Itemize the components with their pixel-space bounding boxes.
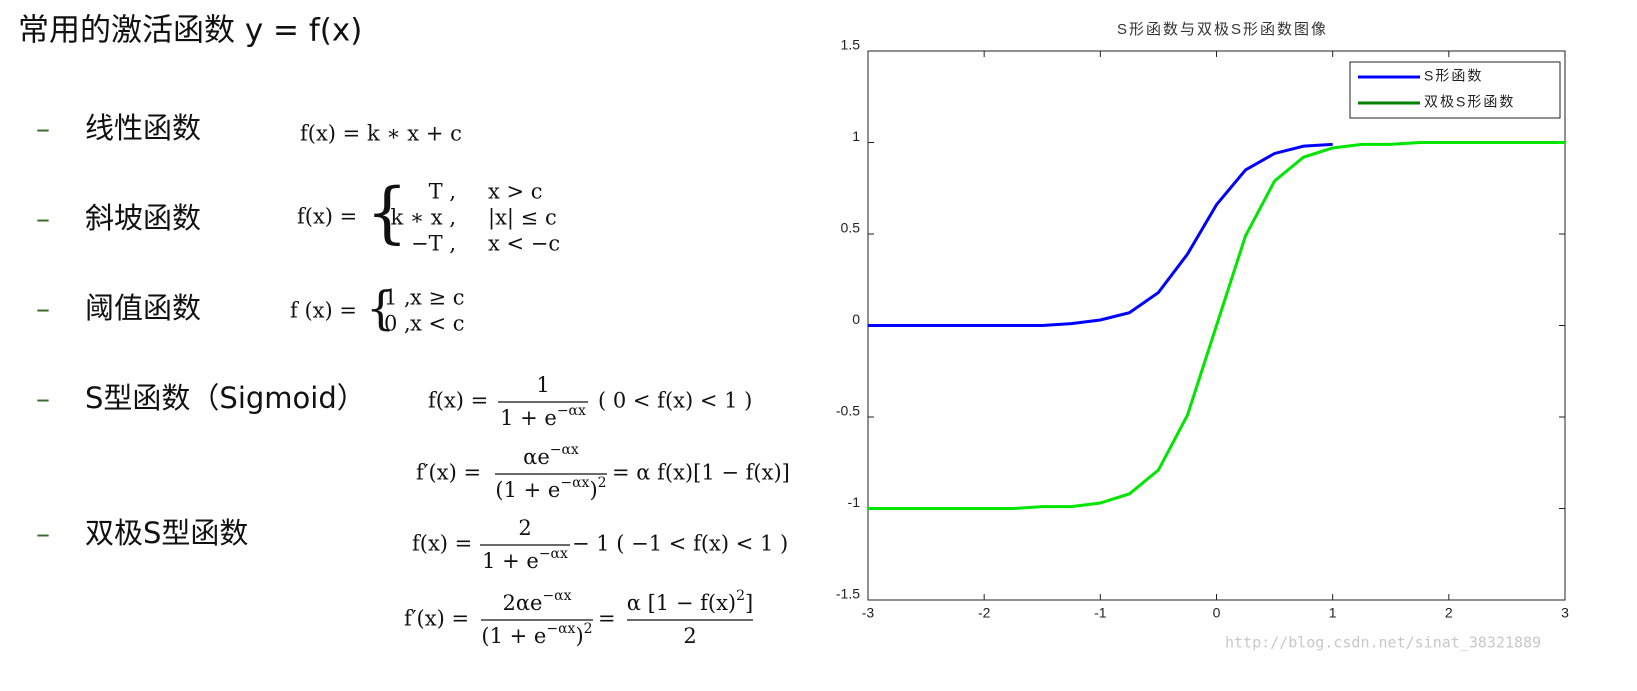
brace: { xyxy=(366,281,395,335)
formula-lhs: f(x) = xyxy=(412,532,472,556)
case-condition: x < −c xyxy=(488,232,560,256)
x-tick-label: -1 xyxy=(1094,605,1107,621)
y-tick-label: 0 xyxy=(852,311,860,327)
superscript: −αx xyxy=(542,588,571,604)
y-tick-label: -0.5 xyxy=(836,403,860,419)
function-name: 双极S型函数 xyxy=(85,516,248,550)
legend-box xyxy=(1349,61,1561,119)
numerator: 2αe−αx xyxy=(502,588,571,615)
formula-rhs: − 1 ( −1 < f(x) < 1 ) xyxy=(572,532,788,556)
math-segment: 1 xyxy=(536,373,549,397)
bullet: – xyxy=(36,292,50,325)
case-value: k ∗ x , xyxy=(390,206,456,230)
y-tick-label: 1 xyxy=(852,128,860,144)
legend-label: 双极S形函数 xyxy=(1424,94,1515,110)
math-segment: (1 + e xyxy=(495,478,560,502)
x-tick-label: 3 xyxy=(1561,605,1569,621)
superscript: −αx xyxy=(550,442,579,458)
superscript: −αx xyxy=(539,546,568,562)
case-condition: x > c xyxy=(488,180,543,204)
math-segment: 1 + e xyxy=(500,406,557,430)
y-tick-label: -1 xyxy=(848,494,861,510)
math-segment: 2 xyxy=(518,516,531,540)
x-tick-label: 2 xyxy=(1445,605,1453,621)
math-segment: ] xyxy=(745,591,753,615)
numerator: 2 xyxy=(518,516,531,540)
formula-lhs: f (x) = xyxy=(290,299,357,323)
slide-title: 常用的激活函数 y = f(x) xyxy=(18,13,362,49)
bullet: – xyxy=(36,382,50,415)
case-value: −T , xyxy=(411,232,456,256)
brace: { xyxy=(366,174,408,251)
formula-lhs: f(x) = xyxy=(428,389,488,413)
numerator: α [1 − f(x)2] xyxy=(627,588,753,615)
denominator: 2 xyxy=(683,624,696,648)
formula-lhs: f′(x) = xyxy=(416,461,481,485)
case-condition: |x| ≤ c xyxy=(488,206,557,231)
watermark: http://blog.csdn.net/sinat_38321889 xyxy=(1225,634,1541,652)
superscript: 2 xyxy=(598,475,607,491)
formula: f(x) = k ∗ x + c xyxy=(300,122,462,146)
denominator: (1 + e−αx)2 xyxy=(495,475,606,502)
y-tick-label: 0.5 xyxy=(841,220,861,236)
y-tick-label: 1.5 xyxy=(841,37,861,53)
superscript: −αx xyxy=(560,475,589,491)
function-name: 斜坡函数 xyxy=(85,201,201,235)
legend-label: S形函数 xyxy=(1424,68,1483,84)
case-value: T , xyxy=(429,180,456,204)
math-segment: α [1 − f(x) xyxy=(627,591,736,615)
math-segment: 2αe xyxy=(502,591,542,615)
formula-rhs: ( 0 < f(x) < 1 ) xyxy=(598,389,752,413)
formula-rhs: = xyxy=(598,607,616,631)
superscript: 2 xyxy=(584,621,593,637)
x-tick-label: 0 xyxy=(1213,605,1221,621)
y-tick-label: -1.5 xyxy=(836,586,860,602)
formula-rhs: = α f(x)[1 − f(x)] xyxy=(612,461,790,485)
denominator: 1 + e−αx xyxy=(500,403,586,430)
chart-title: S形函数与双极S形函数图像 xyxy=(1117,21,1328,38)
formula-lhs: f(x) = xyxy=(297,205,357,229)
numerator: 1 xyxy=(536,373,549,397)
formula-lhs: f′(x) = xyxy=(404,607,469,631)
bullet: – xyxy=(36,112,50,145)
denominator: 1 + e−αx xyxy=(482,546,568,573)
math-segment: 2 xyxy=(683,624,696,648)
superscript: −αx xyxy=(557,403,586,419)
math-segment: ) xyxy=(575,624,583,648)
case-value: 0 , xyxy=(384,312,411,336)
superscript: 2 xyxy=(736,588,745,604)
bullet: – xyxy=(36,517,50,550)
math-segment: 1 + e xyxy=(482,549,539,573)
x-tick-label: -2 xyxy=(978,605,991,621)
case-condition: x ≥ c xyxy=(410,286,465,310)
function-name: 线性函数 xyxy=(85,111,201,145)
case-condition: x < c xyxy=(410,312,465,336)
math-segment: (1 + e xyxy=(481,624,546,648)
math-segment: αe xyxy=(523,445,550,469)
function-name: 阈值函数 xyxy=(85,291,201,325)
series-line xyxy=(868,141,1565,510)
denominator: (1 + e−αx)2 xyxy=(481,621,592,648)
numerator: αe−αx xyxy=(523,442,579,469)
function-name: S型函数（Sigmoid） xyxy=(85,381,366,415)
math-segment: ) xyxy=(589,478,597,502)
case-value: 1 , xyxy=(384,286,411,310)
x-tick-label: -3 xyxy=(862,605,875,621)
superscript: −αx xyxy=(546,621,575,637)
bullet: – xyxy=(36,202,50,235)
x-tick-label: 1 xyxy=(1329,605,1337,621)
series-line xyxy=(868,142,1333,327)
